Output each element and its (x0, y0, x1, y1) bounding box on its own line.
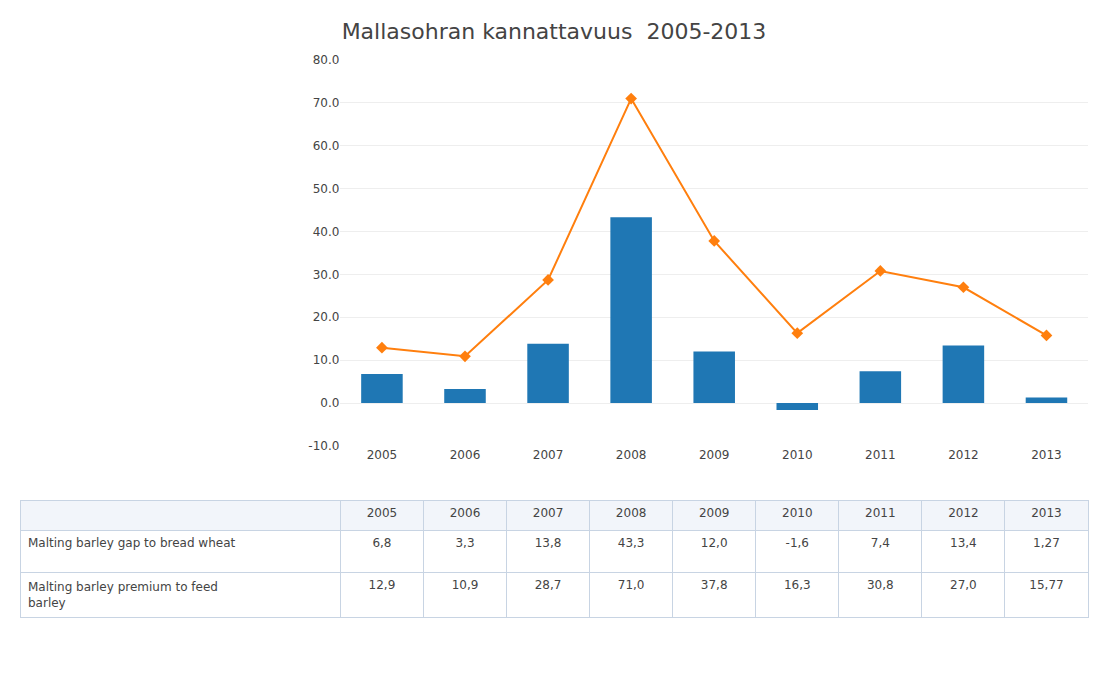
svg-text:2011: 2011 (865, 448, 896, 462)
svg-text:40.0: 40.0 (313, 225, 340, 239)
svg-text:20.0: 20.0 (313, 310, 340, 324)
svg-text:27,0: 27,0 (950, 578, 977, 592)
svg-text:2009: 2009 (699, 506, 730, 520)
svg-text:2008: 2008 (616, 506, 647, 520)
svg-text:2012: 2012 (948, 506, 979, 520)
svg-text:2006: 2006 (450, 448, 481, 462)
svg-text:50.0: 50.0 (313, 182, 340, 196)
svg-text:2010: 2010 (782, 506, 813, 520)
svg-text:2007: 2007 (533, 448, 564, 462)
svg-text:2006: 2006 (450, 506, 481, 520)
svg-text:43,3: 43,3 (618, 536, 645, 550)
svg-text:2008: 2008 (616, 448, 647, 462)
svg-text:2007: 2007 (533, 506, 564, 520)
svg-text:12,0: 12,0 (701, 536, 728, 550)
svg-text:71,0: 71,0 (618, 578, 645, 592)
svg-text:2005: 2005 (367, 506, 398, 520)
svg-text:2010: 2010 (782, 448, 813, 462)
svg-text:6,8: 6,8 (372, 536, 391, 550)
svg-text:60.0: 60.0 (313, 139, 340, 153)
svg-text:-1,6: -1,6 (786, 536, 809, 550)
svg-text:2012: 2012 (948, 448, 979, 462)
svg-text:12,9: 12,9 (369, 578, 396, 592)
svg-text:2011: 2011 (865, 506, 896, 520)
svg-text:80.0: 80.0 (313, 53, 340, 67)
svg-text:16,3: 16,3 (784, 578, 811, 592)
svg-text:2013: 2013 (1031, 506, 1062, 520)
svg-text:2005: 2005 (367, 448, 398, 462)
svg-text:3,3: 3,3 (455, 536, 474, 550)
svg-text:Malting barley premium to feed: Malting barley premium to feedbarley (28, 580, 218, 610)
svg-text:10,9: 10,9 (452, 578, 479, 592)
svg-text:30,8: 30,8 (867, 578, 894, 592)
svg-text:2009: 2009 (699, 448, 730, 462)
svg-text:10.0: 10.0 (313, 353, 340, 367)
svg-text:15,77: 15,77 (1029, 578, 1063, 592)
svg-text:28,7: 28,7 (535, 578, 562, 592)
svg-text:30.0: 30.0 (313, 268, 340, 282)
svg-text:13,4: 13,4 (950, 536, 977, 550)
svg-text:1,27: 1,27 (1033, 536, 1060, 550)
svg-text:0.0: 0.0 (320, 396, 339, 410)
svg-text:7,4: 7,4 (871, 536, 890, 550)
svg-text:13,8: 13,8 (535, 536, 562, 550)
svg-text:-10.0: -10.0 (308, 439, 339, 453)
svg-text:2013: 2013 (1031, 448, 1062, 462)
svg-text:Malting barley gap to bread wh: Malting barley gap to bread wheat (28, 536, 236, 550)
svg-text:Mallasohran kannattavuus 2005: Mallasohran kannattavuus 2005-2013 (342, 19, 767, 44)
svg-text:70.0: 70.0 (313, 96, 340, 110)
svg-text:37,8: 37,8 (701, 578, 728, 592)
